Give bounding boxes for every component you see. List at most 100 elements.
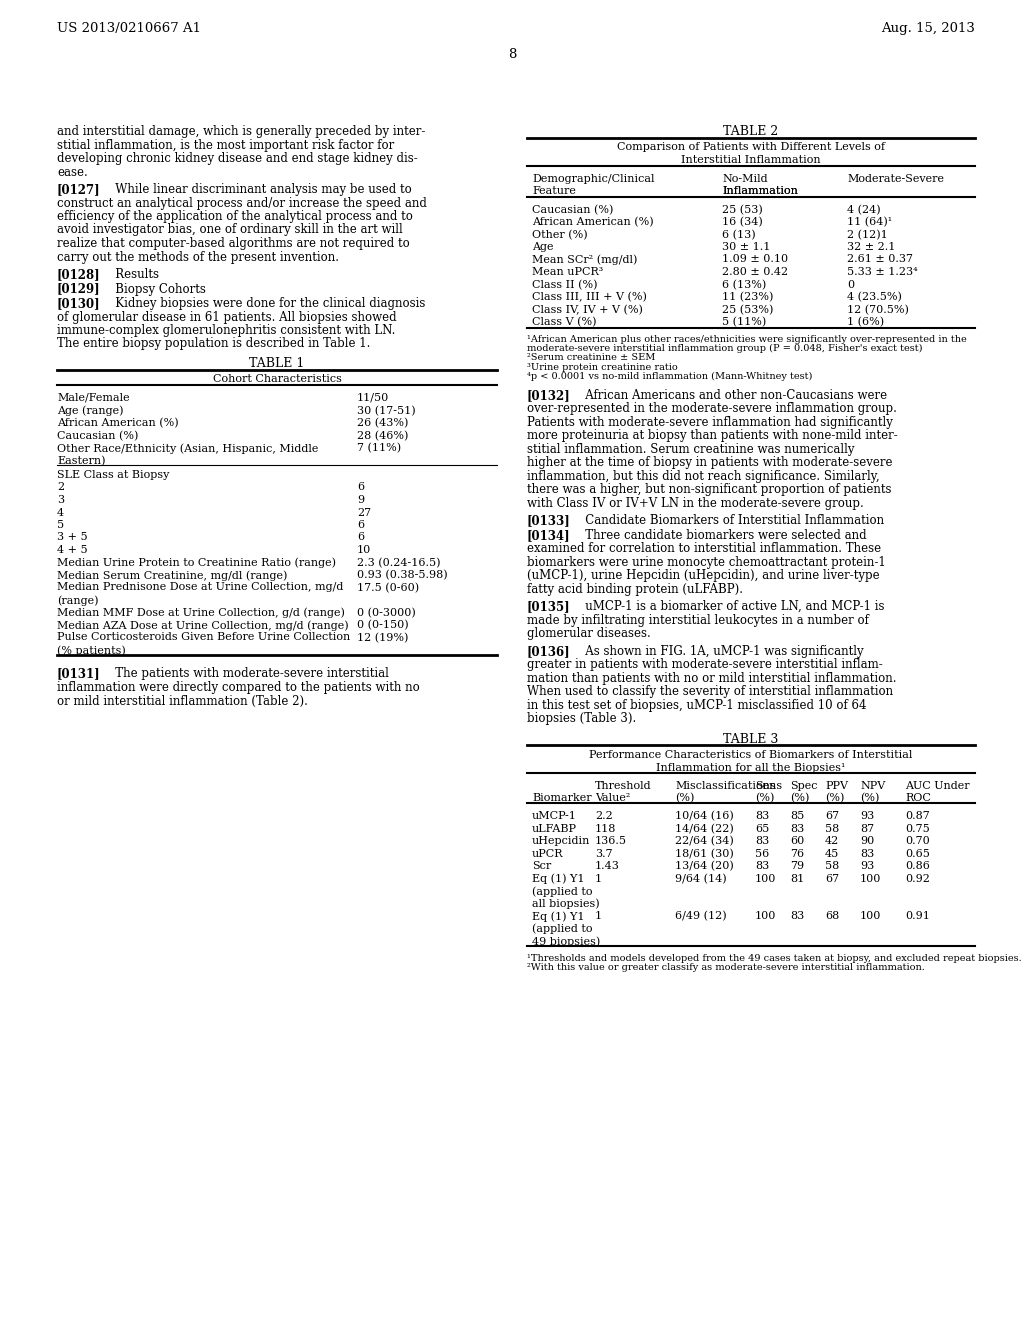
Text: Inflammation: Inflammation (722, 186, 798, 195)
Text: 83: 83 (755, 837, 769, 846)
Text: uMCP-1 is a biomarker of active LN, and MCP-1 is: uMCP-1 is a biomarker of active LN, and … (574, 601, 885, 614)
Text: Other (%): Other (%) (532, 230, 588, 240)
Text: 42: 42 (825, 837, 840, 846)
Text: African American (%): African American (%) (532, 216, 653, 227)
Text: 1: 1 (595, 874, 602, 884)
Text: 6: 6 (357, 532, 365, 543)
Text: [0130]: [0130] (57, 297, 100, 310)
Text: Three candidate biomarkers were selected and: Three candidate biomarkers were selected… (574, 529, 866, 541)
Text: 26 (43%): 26 (43%) (357, 418, 409, 428)
Text: and interstitial damage, which is generally preceded by inter-: and interstitial damage, which is genera… (57, 125, 425, 139)
Text: Spec: Spec (790, 781, 817, 791)
Text: 100: 100 (860, 874, 882, 884)
Text: 0.86: 0.86 (905, 861, 930, 871)
Text: in this test set of biopsies, uMCP-1 misclassified 10 of 64: in this test set of biopsies, uMCP-1 mis… (527, 698, 866, 711)
Text: 6/49 (12): 6/49 (12) (675, 911, 727, 921)
Text: No-Mild: No-Mild (722, 173, 768, 183)
Text: 5.33 ± 1.23⁴: 5.33 ± 1.23⁴ (847, 267, 918, 277)
Text: Candidate Biomarkers of Interstitial Inflammation: Candidate Biomarkers of Interstitial Inf… (574, 515, 884, 527)
Text: African American (%): African American (%) (57, 418, 178, 428)
Text: Patients with moderate-severe inflammation had significantly: Patients with moderate-severe inflammati… (527, 416, 893, 429)
Text: Median Urine Protein to Creatinine Ratio (range): Median Urine Protein to Creatinine Ratio… (57, 557, 336, 568)
Text: Age: Age (532, 242, 554, 252)
Text: Inflammation for all the Biopsies¹: Inflammation for all the Biopsies¹ (656, 763, 846, 772)
Text: 0.65: 0.65 (905, 849, 930, 859)
Text: ¹Thresholds and models developed from the 49 cases taken at biopsy, and excluded: ¹Thresholds and models developed from th… (527, 954, 1022, 962)
Text: 2.80 ± 0.42: 2.80 ± 0.42 (722, 267, 788, 277)
Text: Performance Characteristics of Biomarkers of Interstitial: Performance Characteristics of Biomarker… (590, 750, 912, 760)
Text: higher at the time of biopsy in patients with moderate-severe: higher at the time of biopsy in patients… (527, 457, 893, 469)
Text: [0127]: [0127] (57, 183, 100, 195)
Text: Caucasian (%): Caucasian (%) (532, 205, 613, 215)
Text: Threshold: Threshold (595, 781, 651, 791)
Text: 1.43: 1.43 (595, 861, 620, 871)
Text: 3.7: 3.7 (595, 849, 612, 859)
Text: 0.70: 0.70 (905, 837, 930, 846)
Text: Median Serum Creatinine, mg/dl (range): Median Serum Creatinine, mg/dl (range) (57, 570, 288, 581)
Text: 4 + 5: 4 + 5 (57, 545, 88, 554)
Text: Results: Results (104, 268, 159, 281)
Text: Mean SCr² (mg/dl): Mean SCr² (mg/dl) (532, 255, 637, 265)
Text: 58: 58 (825, 824, 840, 834)
Text: As shown in FIG. 1A, uMCP-1 was significantly: As shown in FIG. 1A, uMCP-1 was signific… (574, 644, 863, 657)
Text: TABLE 2: TABLE 2 (723, 125, 778, 139)
Text: 87: 87 (860, 824, 874, 834)
Text: 8: 8 (508, 48, 516, 61)
Text: 65: 65 (755, 824, 769, 834)
Text: uPCR: uPCR (532, 849, 563, 859)
Text: 118: 118 (595, 824, 616, 834)
Text: 6: 6 (357, 483, 365, 492)
Text: 2.3 (0.24-16.5): 2.3 (0.24-16.5) (357, 557, 440, 568)
Text: 2: 2 (57, 483, 65, 492)
Text: African Americans and other non-Caucasians were: African Americans and other non-Caucasia… (574, 389, 887, 401)
Text: Median AZA Dose at Urine Collection, mg/d (range): Median AZA Dose at Urine Collection, mg/… (57, 620, 348, 631)
Text: inflammation, but this did not reach significance. Similarly,: inflammation, but this did not reach sig… (527, 470, 880, 483)
Text: The patients with moderate-severe interstitial: The patients with moderate-severe inters… (104, 668, 389, 681)
Text: (%): (%) (675, 793, 694, 803)
Text: or mild interstitial inflammation (Table 2).: or mild interstitial inflammation (Table… (57, 694, 308, 708)
Text: ROC: ROC (905, 793, 931, 803)
Text: 25 (53%): 25 (53%) (722, 305, 773, 314)
Text: Eq (1) Y1: Eq (1) Y1 (532, 911, 585, 921)
Text: ¹African American plus other races/ethnicities were significantly over-represent: ¹African American plus other races/ethni… (527, 334, 967, 343)
Text: Moderate-Severe: Moderate-Severe (847, 173, 944, 183)
Text: 7 (11%): 7 (11%) (357, 444, 401, 453)
Text: Inflammation: Inflammation (722, 186, 798, 195)
Text: Sens: Sens (755, 781, 782, 791)
Text: 32 ± 2.1: 32 ± 2.1 (847, 242, 895, 252)
Text: 4 (23.5%): 4 (23.5%) (847, 292, 902, 302)
Text: over-represented in the moderate-severe inflammation group.: over-represented in the moderate-severe … (527, 403, 897, 416)
Text: 83: 83 (755, 812, 769, 821)
Text: glomerular diseases.: glomerular diseases. (527, 627, 650, 640)
Text: 90: 90 (860, 837, 874, 846)
Text: 0.87: 0.87 (905, 812, 930, 821)
Text: ²With this value or greater classify as moderate-severe interstitial inflammatio: ²With this value or greater classify as … (527, 964, 925, 973)
Text: 28 (46%): 28 (46%) (357, 430, 409, 441)
Text: 1 (6%): 1 (6%) (847, 317, 884, 327)
Text: 30 (17-51): 30 (17-51) (357, 405, 416, 416)
Text: US 2013/0210667 A1: US 2013/0210667 A1 (57, 22, 201, 36)
Text: 136.5: 136.5 (595, 837, 627, 846)
Text: greater in patients with moderate-severe interstitial inflam-: greater in patients with moderate-severe… (527, 659, 883, 672)
Text: efficiency of the application of the analytical process and to: efficiency of the application of the ana… (57, 210, 413, 223)
Text: 5: 5 (57, 520, 65, 531)
Text: moderate-severe interstitial inflammation group (P = 0.048, Fisher's exact test): moderate-severe interstitial inflammatio… (527, 345, 923, 352)
Text: biopsies (Table 3).: biopsies (Table 3). (527, 713, 636, 725)
Text: 68: 68 (825, 911, 840, 921)
Text: [0135]: [0135] (527, 601, 570, 614)
Text: (%): (%) (755, 793, 774, 803)
Text: 83: 83 (790, 911, 804, 921)
Text: 0: 0 (847, 280, 854, 289)
Text: Median MMF Dose at Urine Collection, g/d (range): Median MMF Dose at Urine Collection, g/d… (57, 607, 345, 618)
Text: developing chronic kidney disease and end stage kidney dis-: developing chronic kidney disease and en… (57, 152, 418, 165)
Text: Class II (%): Class II (%) (532, 280, 597, 290)
Text: 2 (12)1: 2 (12)1 (847, 230, 888, 240)
Text: 100: 100 (755, 911, 776, 921)
Text: realize that computer-based algorithms are not required to: realize that computer-based algorithms a… (57, 238, 410, 249)
Text: 12 (70.5%): 12 (70.5%) (847, 305, 909, 314)
Text: 6 (13%): 6 (13%) (722, 280, 766, 290)
Text: 76: 76 (790, 849, 804, 859)
Text: Feature: Feature (532, 186, 575, 195)
Text: 11/50: 11/50 (357, 393, 389, 403)
Text: 1: 1 (595, 911, 602, 921)
